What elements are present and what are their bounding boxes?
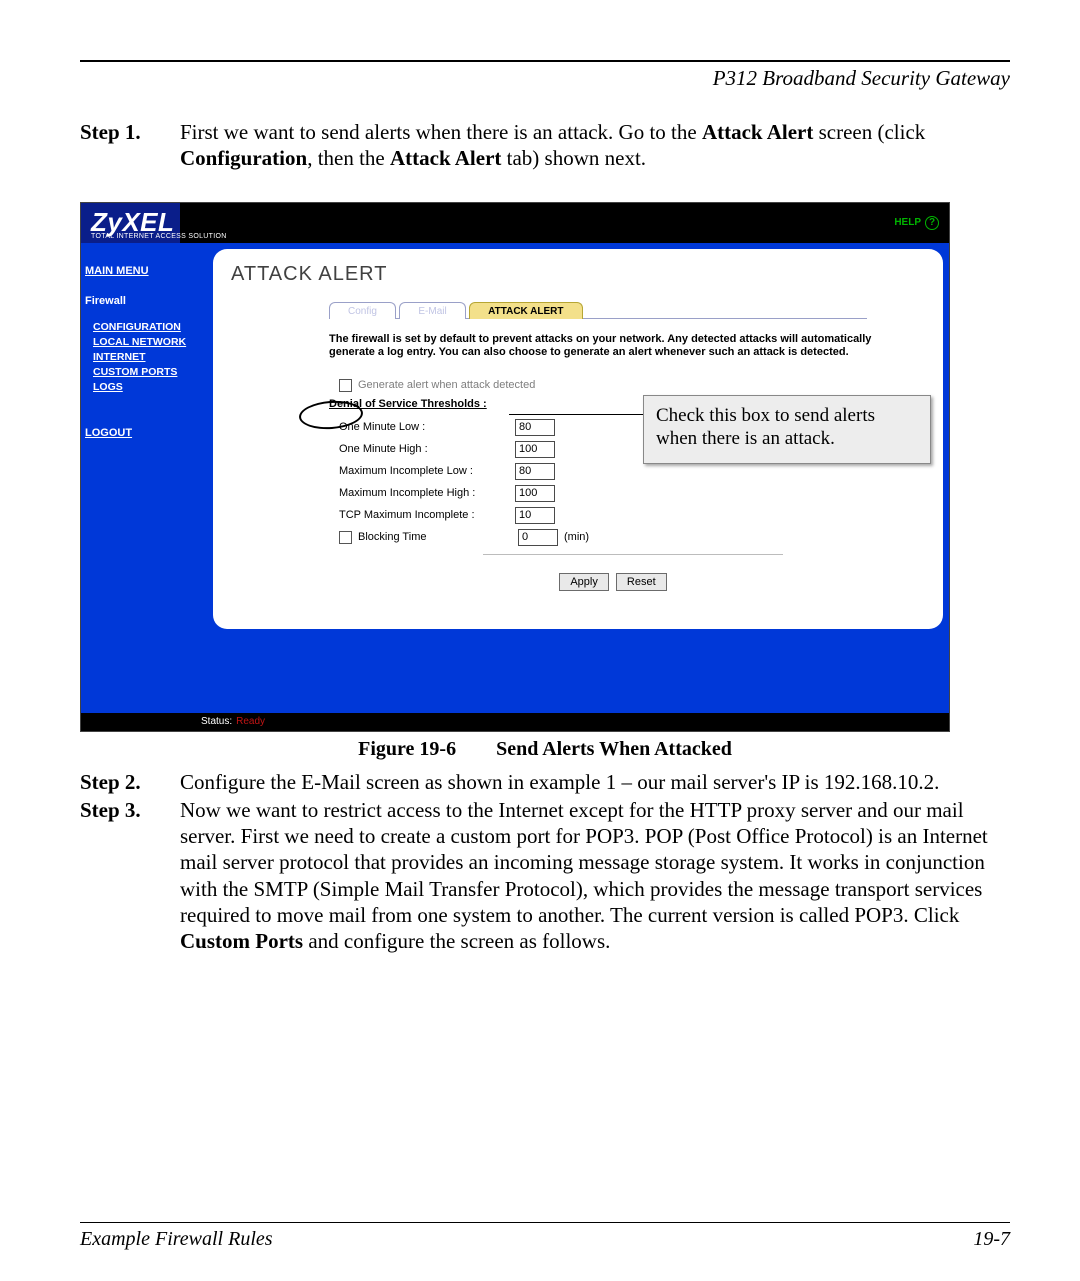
input-max-inc-high[interactable]: 100 [515,485,555,502]
status-label: Status: [201,716,232,727]
input-tcp-max[interactable]: 10 [515,507,555,524]
label-blocking-time: Blocking Time [358,531,518,543]
main-area: ATTACK ALERT Config E-Mail ATTACK ALERT … [199,243,949,713]
step-3-body: Now we want to restrict access to the In… [180,797,1010,955]
sidebar-item-custom-ports[interactable]: CUSTOM PORTS [93,366,195,378]
bold: Configuration [180,146,307,170]
apply-button[interactable]: Apply [559,573,609,591]
tab-config[interactable]: Config [329,302,396,319]
text: screen (click [813,120,925,144]
help-link[interactable]: HELP ? [894,216,939,230]
text: tab) shown next. [501,146,646,170]
footer: Example Firewall Rules 19-7 [80,1228,1010,1251]
intro-text: The firewall is set by default to preven… [329,333,889,361]
bold: Attack Alert [702,120,813,144]
bold: Custom Ports [180,929,303,953]
generate-alert-checkbox[interactable] [339,379,352,392]
sidebar-main-menu[interactable]: MAIN MENU [85,265,195,277]
sidebar: MAIN MENU Firewall CONFIGURATION LOCAL N… [81,243,199,713]
screenshot: ZyXEL TOTAL INTERNET ACCESS SOLUTION HEL… [80,202,950,732]
tabs: Config E-Mail ATTACK ALERT [329,300,927,318]
step-1: Step 1. First we want to send alerts whe… [80,119,1010,172]
label-tcp-max: TCP Maximum Incomplete : [339,509,515,521]
status-bar: Status: Ready [81,713,949,731]
figure-number: Figure 19-6 [358,738,456,760]
input-one-min-low[interactable]: 80 [515,419,555,436]
logo-tagline: TOTAL INTERNET ACCESS SOLUTION [81,233,227,240]
figure: ZyXEL TOTAL INTERNET ACCESS SOLUTION HEL… [80,202,1010,761]
sidebar-section-firewall: Firewall [85,295,195,307]
reset-button[interactable]: Reset [616,573,667,591]
button-separator [483,554,783,555]
input-one-min-high[interactable]: 100 [515,441,555,458]
input-blocking-time[interactable]: 0 [518,529,558,546]
sidebar-item-internet[interactable]: INTERNET [93,351,195,363]
status-value: Ready [236,716,265,727]
step-1-body: First we want to send alerts when there … [180,119,1010,172]
blocking-time-checkbox[interactable] [339,531,352,544]
banner-right: HELP ? [180,203,949,243]
sidebar-item-local-network[interactable]: LOCAL NETWORK [93,336,195,348]
text: , then the [307,146,390,170]
label-one-min-low: One Minute Low : [339,421,515,433]
figure-title: Send Alerts When Attacked [496,738,732,760]
annotation-callout: Check this box to send alerts when there… [643,395,931,465]
step-3-label: Step 3. [80,797,180,955]
step-1-label: Step 1. [80,119,180,172]
panel-title: ATTACK ALERT [231,263,927,286]
tab-email[interactable]: E-Mail [399,302,465,319]
label-one-min-high: One Minute High : [339,443,515,455]
running-head: P312 Broadband Security Gateway [80,66,1010,91]
bold: Attack Alert [390,146,501,170]
tab-attack-alert[interactable]: ATTACK ALERT [469,302,582,319]
generate-alert-label: Generate alert when attack detected [358,379,535,391]
sidebar-item-logout[interactable]: LOGOUT [85,427,195,439]
step-2-body: Configure the E-Mail screen as shown in … [180,769,1010,795]
step-3: Step 3. Now we want to restrict access t… [80,797,1010,955]
help-icon: ? [925,216,939,230]
figure-caption: Figure 19-6 Send Alerts When Attacked [80,738,1010,761]
header-rule [80,60,1010,62]
banner: ZyXEL TOTAL INTERNET ACCESS SOLUTION HEL… [81,203,949,243]
sidebar-item-configuration[interactable]: CONFIGURATION [93,321,195,333]
footer-rule [80,1222,1010,1223]
input-max-inc-low[interactable]: 80 [515,463,555,480]
text: First we want to send alerts when there … [180,120,702,144]
footer-left: Example Firewall Rules [80,1228,273,1251]
sidebar-item-logs[interactable]: LOGS [93,381,195,393]
text: and configure the screen as follows. [303,929,610,953]
text: Now we want to restrict access to the In… [180,798,988,927]
step-2: Step 2. Configure the E-Mail screen as s… [80,769,1010,795]
label-max-inc-high: Maximum Incomplete High : [339,487,515,499]
footer-right: 19-7 [973,1228,1010,1251]
help-text: HELP [894,217,921,228]
label-max-inc-low: Maximum Incomplete Low : [339,465,515,477]
step-2-label: Step 2. [80,769,180,795]
unit-min: (min) [564,531,589,543]
